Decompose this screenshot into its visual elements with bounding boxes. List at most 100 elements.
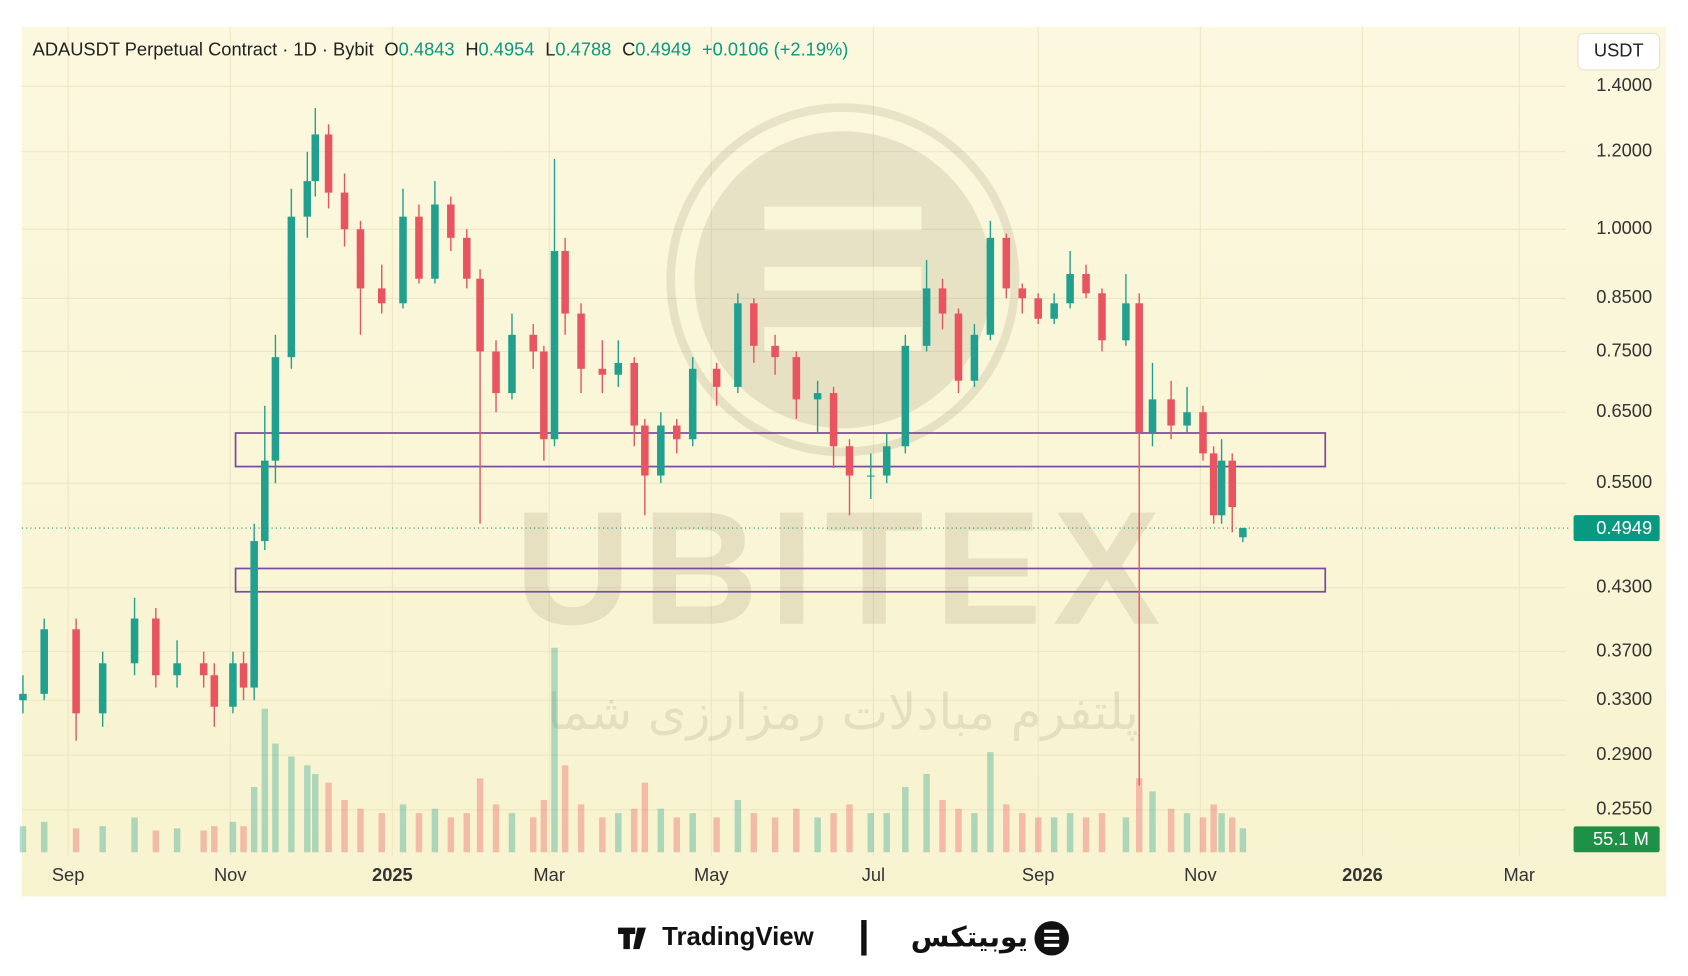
candle-body [271, 357, 280, 461]
volume-bar [325, 782, 332, 853]
volume-bar [1229, 817, 1236, 853]
y-tick-label: 0.7500 [1596, 339, 1652, 360]
candle-body [210, 675, 219, 707]
candles [19, 108, 1247, 786]
x-tick-label: Mar [533, 864, 564, 885]
candle-body [1050, 303, 1058, 319]
volume-bar [19, 826, 27, 853]
volume-bar [939, 800, 946, 853]
y-tick-label: 1.4000 [1596, 74, 1652, 95]
volume-bar [152, 830, 160, 853]
volume-bar [476, 778, 484, 853]
volume-bar [447, 817, 455, 853]
y-tick-label: 0.2550 [1596, 798, 1652, 819]
candle-body [19, 693, 27, 701]
volume-bar [1050, 817, 1058, 853]
zones [234, 432, 1327, 593]
volume-bar [1066, 813, 1074, 853]
volume-bar [399, 804, 407, 853]
volume-bar [883, 813, 890, 853]
candle-body [641, 425, 649, 476]
candle-body [672, 425, 681, 440]
candle-body [324, 134, 333, 193]
volume-bar [1135, 778, 1143, 853]
candle-body [492, 351, 500, 394]
candle-body [431, 204, 439, 279]
candle-body [303, 181, 312, 217]
volume-bar [902, 787, 909, 853]
y-tick-label: 0.3700 [1596, 639, 1652, 660]
y-tick-label: 1.2000 [1596, 140, 1652, 161]
candle-body [1148, 399, 1157, 433]
candle-body [1228, 460, 1236, 508]
volume-bar [814, 817, 821, 853]
y-tick-label: 0.3300 [1596, 688, 1652, 709]
ohlc-value: 0.4843 [399, 38, 455, 59]
candle-body [1002, 237, 1011, 289]
volume-bar [540, 800, 548, 853]
ohlc-value: 0.4949 [635, 38, 691, 59]
candle-body [152, 618, 160, 676]
separator [861, 920, 867, 956]
candle-body [415, 216, 423, 279]
x-tick-label: Sep [1022, 864, 1055, 885]
x-tick-label: Mar [1504, 864, 1535, 885]
change: +0.0106 (+2.19%) [702, 38, 848, 59]
candle-body [540, 351, 548, 440]
volume-bar [341, 800, 348, 853]
candle-body [1167, 399, 1175, 426]
candle-body [813, 393, 822, 400]
watermark-slogan: پلتفرم مبادلات رمزارزی شما [547, 683, 1139, 741]
volume-bar [530, 817, 537, 853]
candle-body [550, 251, 559, 440]
axes: 1.4000 1.2000 1.0000 0.8500 0.7500 0.6500 0.55… [21, 74, 1660, 885]
volume-bar [561, 765, 569, 853]
volume-bar [599, 817, 606, 853]
candle-body [922, 288, 931, 346]
volume-bar [200, 830, 207, 853]
volume-bar [631, 808, 638, 853]
candle-body [1183, 412, 1191, 426]
volume-bar [1019, 813, 1026, 853]
candle-body [970, 334, 979, 381]
candle-body [1098, 293, 1106, 341]
candle-body [508, 334, 516, 394]
y-tick-label: 1.0000 [1596, 217, 1652, 238]
volume-bar [1122, 817, 1130, 853]
chart-panel [21, 26, 1667, 897]
volume-bar [288, 756, 295, 853]
volume-bar [734, 800, 742, 853]
x-tick-label: May [694, 864, 729, 885]
grid [21, 26, 1567, 856]
candle-body [1135, 303, 1143, 433]
ohlc-label: H [465, 38, 478, 59]
candle-body [1122, 303, 1130, 341]
x-tick-label: Nov [214, 864, 247, 885]
volume-bar [1199, 817, 1207, 853]
volume-tag-box [1573, 826, 1660, 853]
candle-body [771, 345, 779, 358]
volume-bar [923, 773, 930, 853]
ohlc-label: L [545, 38, 555, 59]
volume-bar [971, 813, 978, 853]
y-tick-label: 0.4300 [1596, 576, 1652, 597]
volume-bar [1183, 813, 1191, 853]
volume-bar [508, 813, 516, 853]
volume-bar [793, 808, 800, 853]
candle-body [199, 663, 208, 676]
price-tag: 0.4949 [1596, 517, 1652, 538]
candle-body [377, 288, 386, 304]
volume-bar [357, 808, 364, 853]
candle-body [1239, 528, 1247, 538]
price-tag-box [1573, 515, 1660, 541]
candle-body [287, 216, 296, 358]
volume-bar [40, 821, 48, 853]
volume-bar [1167, 808, 1175, 853]
candle-body [1066, 273, 1074, 304]
candle-body [614, 362, 623, 375]
volume-bar [1210, 804, 1217, 853]
volume-bar [261, 708, 269, 853]
volume-bar [131, 817, 138, 853]
candle-body [239, 663, 248, 688]
